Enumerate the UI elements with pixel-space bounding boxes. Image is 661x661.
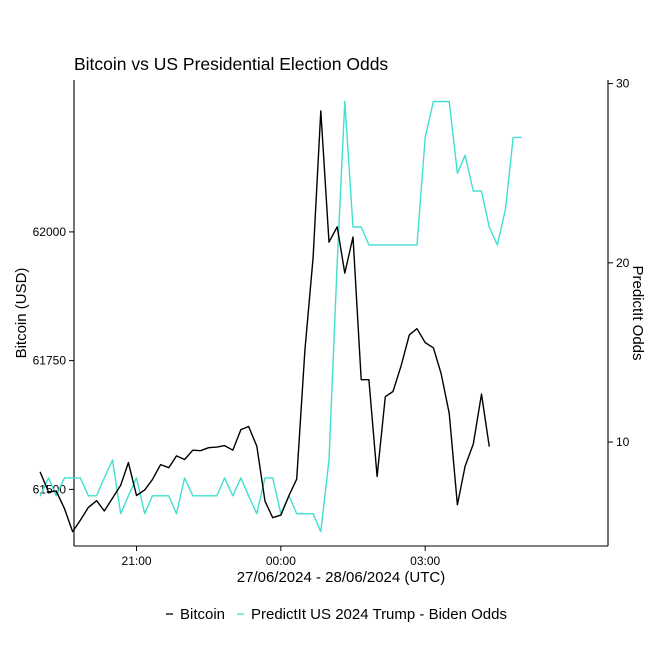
x-tick-label-2: 03:00 (410, 554, 440, 568)
right-y-tick-label-0: 10 (616, 435, 630, 449)
x-tick-label-1: 00:00 (266, 554, 296, 568)
legend: Bitcoin PredictIt US 2024 Trump - Biden … (166, 606, 507, 623)
legend-label-bitcoin: Bitcoin (180, 606, 225, 623)
x-axis-title: 27/06/2024 - 28/06/2024 (UTC) (237, 569, 445, 586)
right-y-axis-title: PredictIt Odds (629, 265, 646, 360)
series-line-predictit (39, 100, 523, 533)
x-tick-label-0: 21:00 (122, 554, 152, 568)
chart-title: Bitcoin vs US Presidential Election Odds (74, 54, 388, 74)
series-line-bitcoin (39, 110, 490, 533)
right-y-tick-label-1: 20 (616, 256, 630, 270)
series-layer (39, 100, 523, 533)
left-y-tick-label-1: 61750 (33, 354, 67, 368)
legend-label-predictit: PredictIt US 2024 Trump - Biden Odds (251, 606, 507, 623)
left-y-axis-title: Bitcoin (USD) (13, 268, 30, 359)
left-y-tick-label-2: 62000 (33, 225, 67, 239)
right-y-tick-label-2: 30 (616, 77, 630, 91)
